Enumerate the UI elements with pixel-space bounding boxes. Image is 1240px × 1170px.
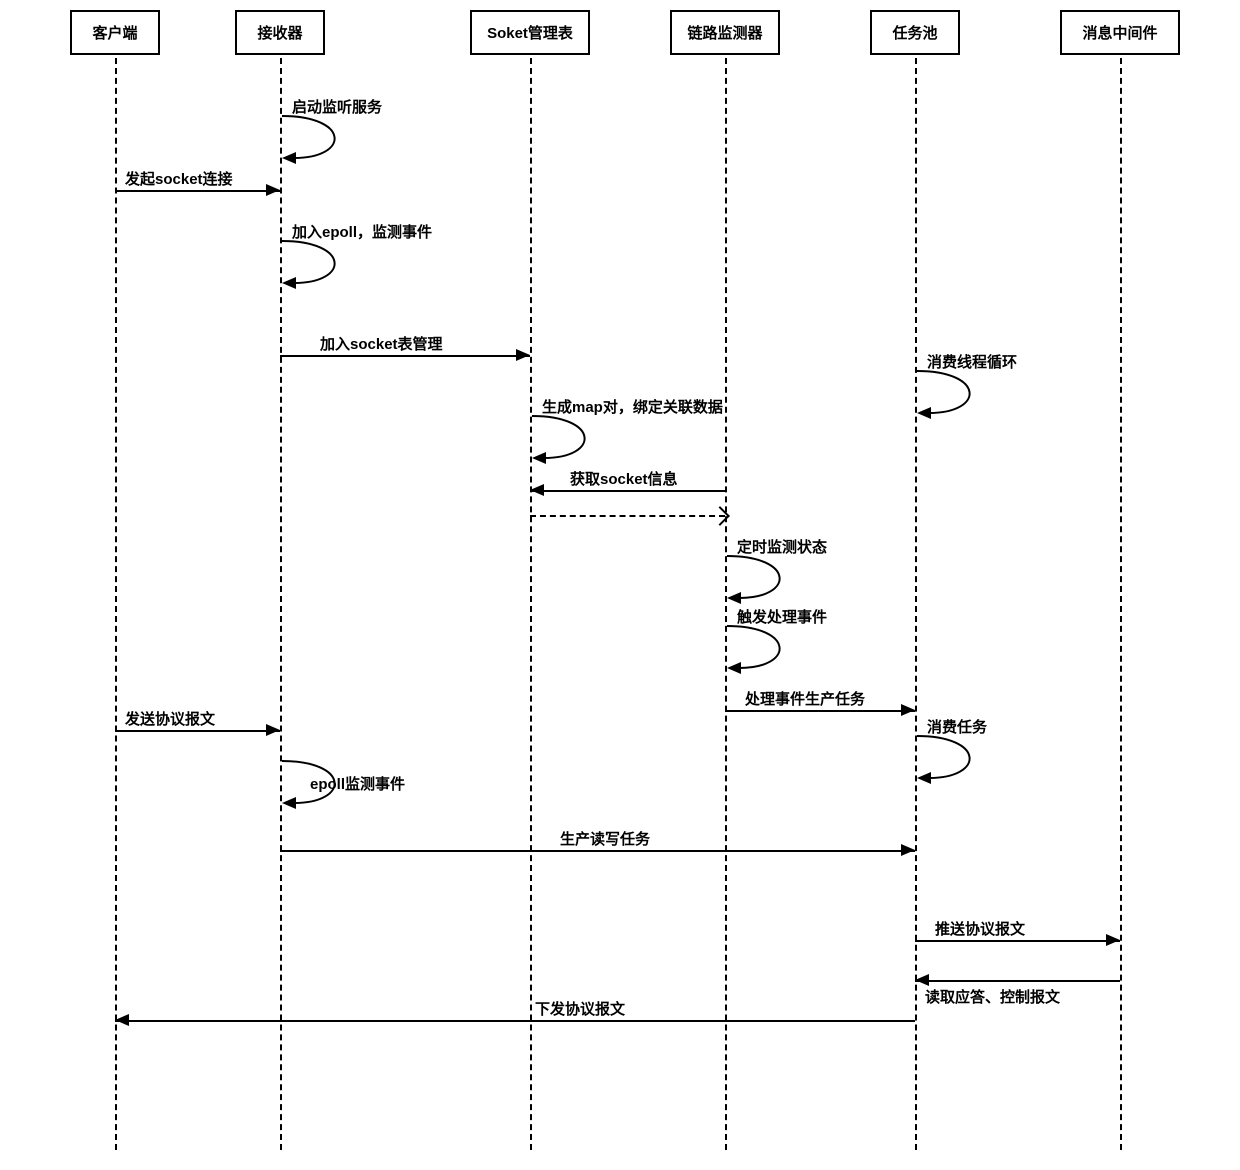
arrow-head-icon: [115, 1014, 129, 1026]
arrow-head-icon: [266, 724, 280, 736]
lifeline-head-socketmgr: Soket管理表: [470, 10, 590, 55]
message-arrow: [280, 850, 915, 852]
message-arrow: [915, 940, 1120, 942]
arrow-head-icon: [1106, 934, 1120, 946]
message-label: 触发处理事件: [737, 606, 827, 627]
message-label: 处理事件生产任务: [745, 688, 865, 709]
lifeline-label: 客户端: [92, 25, 137, 42]
lifeline-socketmgr: [530, 58, 532, 1150]
message-arrow: [530, 490, 725, 492]
lifeline-label: Soket管理表: [487, 25, 573, 42]
lifeline-head-receiver: 接收器: [235, 10, 325, 55]
lifeline-label: 消息中间件: [1082, 25, 1157, 42]
message-label: 加入socket表管理: [320, 333, 443, 354]
self-message: [915, 365, 1005, 436]
message-label: 读取应答、控制报文: [925, 986, 1060, 1007]
message-label: 消费线程循环: [927, 351, 1017, 372]
lifeline-head-taskpool: 任务池: [870, 10, 960, 55]
lifeline-head-linkmon: 链路监测器: [670, 10, 780, 55]
self-message: [280, 235, 370, 306]
message-label: 加入epoll，监测事件: [292, 221, 432, 242]
arrow-head-icon: [516, 349, 530, 361]
message-label: epoll监测事件: [310, 773, 405, 794]
message-label: 启动监听服务: [292, 96, 382, 117]
lifeline-taskpool: [915, 58, 917, 1150]
lifeline-label: 接收器: [257, 25, 302, 42]
arrow-head-icon: [901, 844, 915, 856]
lifeline-label: 链路监测器: [687, 25, 762, 42]
self-message: [915, 730, 1005, 801]
lifeline-client: [115, 58, 117, 1150]
self-message: [280, 110, 370, 181]
message-label: 生产读写任务: [560, 828, 650, 849]
sequence-diagram: 客户端 接收器 Soket管理表 链路监测器 任务池 消息中间件启动监听服务发起socke…: [10, 10, 1230, 1160]
arrow-head-icon: [266, 184, 280, 196]
message-arrow: [280, 355, 530, 357]
message-arrow: [915, 980, 1120, 982]
lifeline-receiver: [280, 58, 282, 1150]
message-label: 推送协议报文: [935, 918, 1025, 939]
message-label: 生成map对，绑定关联数据: [542, 396, 723, 417]
lifeline-head-client: 客户端: [70, 10, 160, 55]
message-arrow: [115, 1020, 915, 1022]
message-arrow: [725, 710, 915, 712]
message-label: 消费任务: [927, 716, 987, 737]
lifeline-mqmw: [1120, 58, 1122, 1150]
arrow-head-icon: [530, 484, 544, 496]
self-message: [725, 620, 815, 691]
arrow-head-icon: [915, 974, 929, 986]
message-label: 发送协议报文: [125, 708, 215, 729]
message-arrow: [115, 190, 280, 192]
message-label: 下发协议报文: [535, 998, 625, 1019]
lifeline-head-mqmw: 消息中间件: [1060, 10, 1180, 55]
message-label: 定时监测状态: [737, 536, 827, 557]
message-arrow: [115, 730, 280, 732]
message-label: 发起socket连接: [125, 168, 233, 189]
arrow-head-icon: [901, 704, 915, 716]
message-label: 获取socket信息: [570, 468, 678, 489]
message-arrow: [530, 515, 725, 517]
lifeline-label: 任务池: [892, 25, 937, 42]
